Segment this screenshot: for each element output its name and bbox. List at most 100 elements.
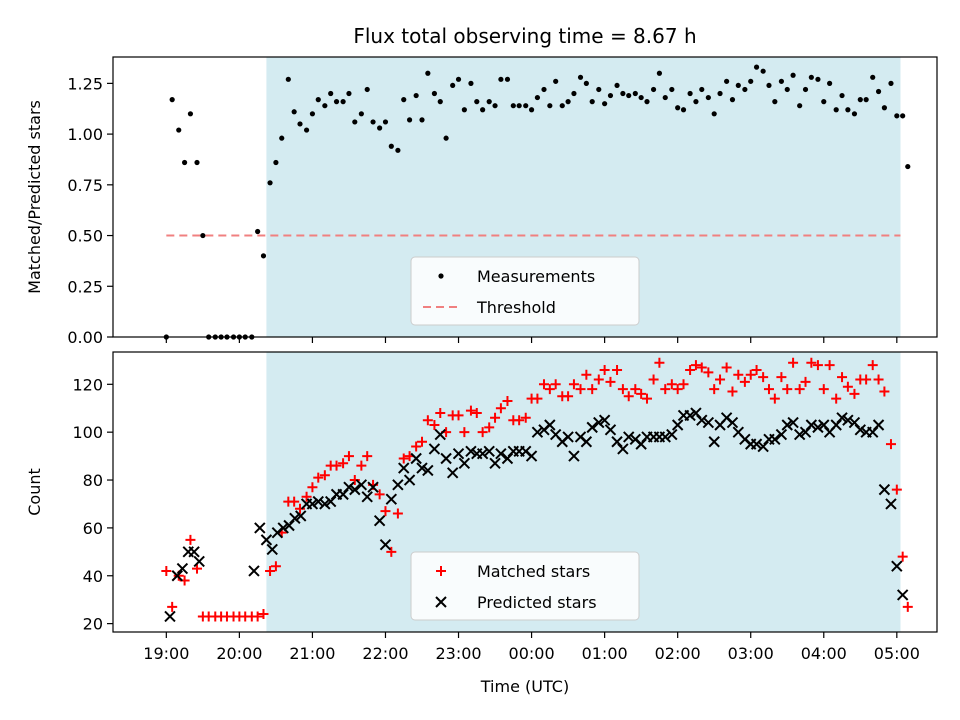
data-point-x bbox=[289, 512, 301, 525]
data-point-x bbox=[568, 450, 580, 462]
data-point bbox=[644, 99, 650, 105]
data-point-plus bbox=[617, 384, 628, 395]
legend-marker-dot bbox=[438, 273, 444, 279]
data-point bbox=[875, 88, 882, 95]
data-point bbox=[455, 76, 462, 82]
data-point bbox=[255, 228, 261, 235]
data-point bbox=[352, 119, 358, 125]
data-point-plus bbox=[703, 367, 714, 378]
data-point-x bbox=[659, 431, 671, 443]
data-point bbox=[638, 94, 644, 101]
data-point bbox=[547, 103, 553, 109]
data-point-x bbox=[410, 452, 422, 465]
y-tick-label: 0.75 bbox=[67, 176, 103, 195]
data-point bbox=[340, 99, 346, 105]
legend-label: Predicted stars bbox=[477, 593, 597, 612]
data-point bbox=[534, 94, 541, 101]
data-point bbox=[194, 159, 200, 166]
data-point-plus bbox=[842, 381, 853, 392]
data-point-x bbox=[403, 474, 416, 486]
data-point-plus bbox=[465, 405, 476, 416]
data-point bbox=[468, 80, 474, 86]
data-point-plus bbox=[861, 374, 872, 385]
data-point bbox=[784, 86, 790, 93]
data-point-plus bbox=[721, 362, 732, 373]
data-point bbox=[870, 74, 876, 80]
legend-box bbox=[410, 256, 640, 326]
data-point-x bbox=[379, 538, 392, 551]
data-point bbox=[656, 70, 663, 76]
data-point-plus bbox=[167, 601, 178, 612]
x-tick-label: 03:00 bbox=[728, 644, 774, 663]
data-point-x bbox=[525, 450, 538, 462]
data-point-plus bbox=[459, 427, 470, 438]
data-point bbox=[504, 76, 511, 82]
data-point-plus bbox=[581, 369, 592, 380]
data-point-plus bbox=[897, 551, 908, 562]
data-point bbox=[273, 159, 279, 166]
data-point-plus bbox=[605, 376, 616, 387]
data-point bbox=[437, 99, 443, 105]
data-point bbox=[881, 105, 888, 111]
data-point-plus bbox=[685, 364, 696, 375]
data-point bbox=[364, 86, 370, 93]
data-point-plus bbox=[599, 364, 610, 375]
data-point bbox=[632, 90, 638, 97]
data-point bbox=[181, 159, 188, 166]
x-tick-label: 04:00 bbox=[801, 644, 847, 663]
data-point bbox=[650, 86, 657, 93]
data-point bbox=[589, 99, 595, 105]
data-point bbox=[431, 90, 438, 97]
data-point bbox=[486, 99, 492, 105]
data-point bbox=[297, 121, 303, 127]
data-point-x bbox=[260, 534, 273, 546]
data-point-plus bbox=[879, 386, 890, 397]
data-point bbox=[443, 135, 449, 141]
data-point-plus bbox=[520, 412, 531, 423]
data-point bbox=[863, 97, 869, 103]
axes-frame bbox=[112, 56, 938, 338]
data-point bbox=[322, 103, 328, 109]
data-point-x bbox=[702, 416, 715, 429]
data-point-x bbox=[465, 445, 477, 458]
data-point-plus bbox=[532, 393, 543, 404]
y-tick-label: 0.50 bbox=[67, 227, 103, 246]
data-point bbox=[626, 92, 632, 99]
data-point bbox=[169, 97, 175, 103]
data-point-plus bbox=[252, 611, 263, 622]
data-point bbox=[267, 180, 273, 186]
data-point bbox=[827, 80, 833, 86]
data-point bbox=[346, 90, 352, 97]
y-tick-label: 80 bbox=[83, 471, 103, 490]
data-point-x bbox=[891, 560, 903, 572]
data-point-plus bbox=[696, 362, 707, 373]
data-point-x bbox=[434, 428, 446, 441]
data-point-plus bbox=[636, 388, 647, 399]
data-point-plus bbox=[654, 357, 665, 368]
data-point-x bbox=[248, 565, 260, 577]
data-point bbox=[413, 92, 419, 99]
data-point bbox=[285, 76, 291, 82]
data-point-x bbox=[428, 443, 441, 455]
data-point-x bbox=[355, 479, 368, 491]
data-point bbox=[559, 103, 565, 109]
data-point-plus bbox=[885, 439, 896, 450]
data-point bbox=[815, 76, 821, 82]
data-point bbox=[492, 103, 498, 109]
data-point-plus bbox=[763, 384, 774, 395]
data-point-x bbox=[254, 522, 266, 534]
data-point-x bbox=[176, 562, 189, 575]
data-point-x bbox=[416, 462, 428, 474]
data-point-plus bbox=[550, 379, 561, 390]
data-point bbox=[260, 253, 267, 259]
y-tick-label: 0.00 bbox=[67, 328, 103, 347]
series-matched-stars bbox=[161, 357, 913, 622]
data-point-plus bbox=[709, 384, 720, 395]
data-point bbox=[729, 97, 736, 103]
data-point bbox=[200, 232, 206, 239]
data-point-x bbox=[312, 495, 324, 508]
data-point-x bbox=[476, 448, 489, 460]
data-point-plus bbox=[495, 403, 506, 414]
x-tick-label: 22:00 bbox=[362, 644, 408, 663]
